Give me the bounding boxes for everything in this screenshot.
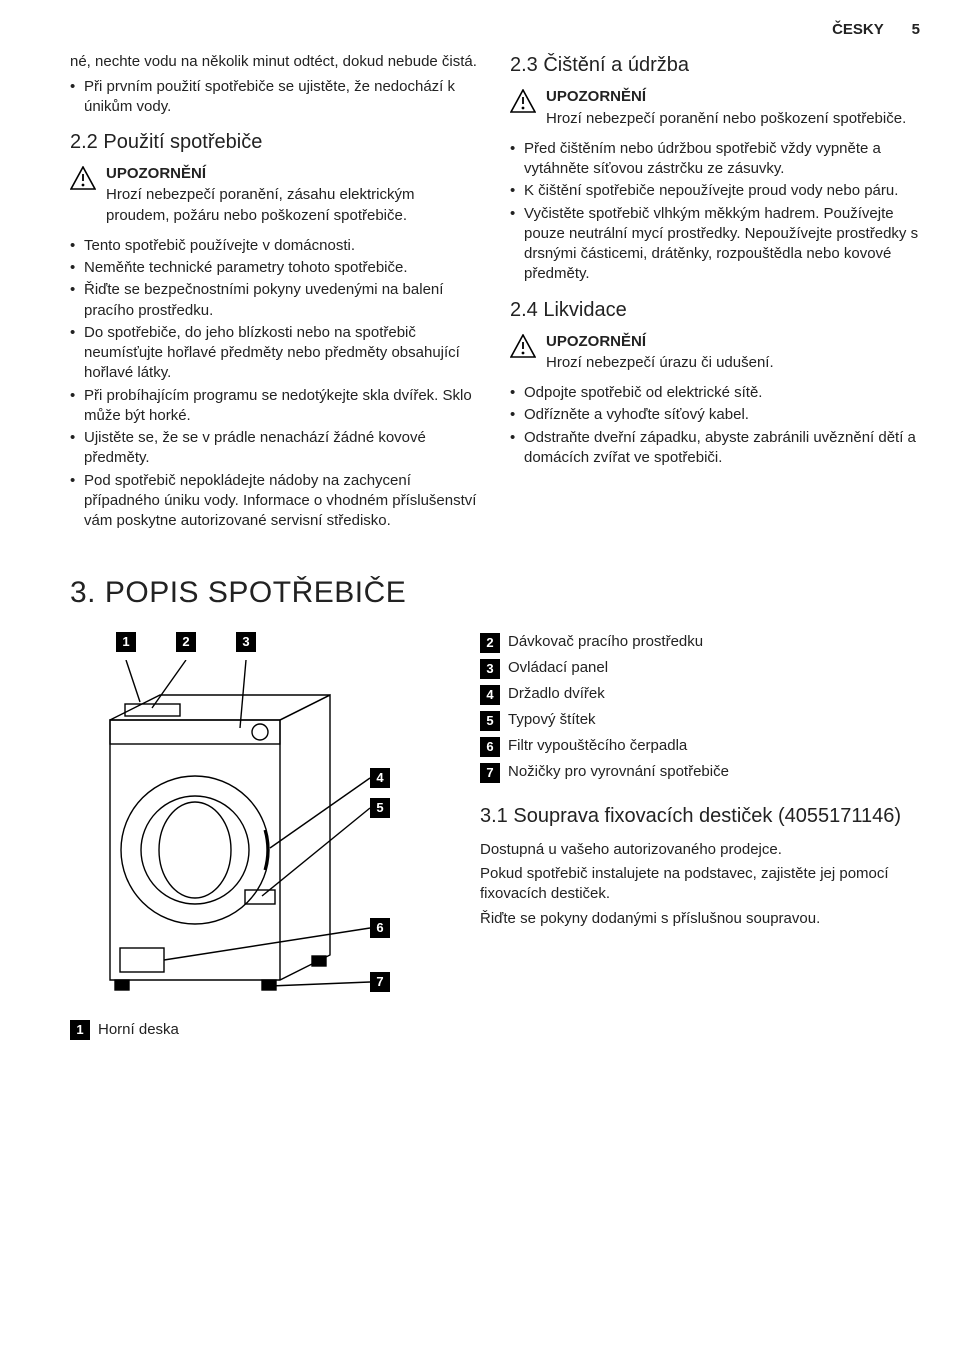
section-2-2-title: 2.2 Použití spotřebiče xyxy=(70,129,480,156)
list-item: K čištění spotřebiče nepoužívejte proud … xyxy=(510,181,920,201)
callout-badge: 7 xyxy=(480,763,500,783)
page-header: ČESKY 5 xyxy=(70,20,920,40)
warning-icon xyxy=(510,334,536,364)
list-item: Neměňte technické parametry tohoto spotř… xyxy=(70,258,480,278)
right-column: 2.3 Čištění a údržba UPOZORNĚNÍ Hrozí ne… xyxy=(510,52,920,539)
list-item: Vyčistěte spotřebič vlhkým měkkým hadrem… xyxy=(510,204,920,285)
warning-text: Hrozí nebezpečí úrazu či udušení. xyxy=(546,353,774,373)
callout-badge: 5 xyxy=(480,711,500,731)
warning-block: UPOZORNĚNÍ Hrozí nebezpečí poranění, zás… xyxy=(70,164,480,226)
s31-p3: Řiďte se pokyny dodanými s příslušnou so… xyxy=(480,909,920,929)
list-item: Řiďte se bezpečnostními pokyny uvedenými… xyxy=(70,280,480,321)
callout-badge-6: 6 xyxy=(370,918,390,938)
s31-p2: Pokud spotřebič instalujete na podstavec… xyxy=(480,864,920,905)
intro-continued: né, nechte vodu na několik minut odtéct,… xyxy=(70,52,480,72)
legend-item: 6 Filtr vypouštěcího čerpadla xyxy=(480,736,920,757)
s23-bullets: Před čištěním nebo údržbou spotřebič vžd… xyxy=(510,139,920,285)
appliance-diagram: 4 5 6 7 1 Horní deska xyxy=(70,660,430,1060)
callout-badge-5: 5 xyxy=(370,798,390,818)
diagram-column: 1 2 3 xyxy=(70,632,450,1060)
legend-text: Horní deska xyxy=(98,1020,179,1040)
list-item: Před čištěním nebo údržbou spotřebič vžd… xyxy=(510,139,920,180)
legend-text: Typový štítek xyxy=(508,710,596,730)
callout-badge-1: 1 xyxy=(116,632,136,652)
warning-icon xyxy=(510,89,536,119)
warning-label: UPOZORNĚNÍ xyxy=(546,87,906,107)
list-item: Při prvním použití spotřebiče se ujistět… xyxy=(70,77,480,118)
list-item: Tento spotřebič používejte v domácnosti. xyxy=(70,236,480,256)
list-item: Do spotřebiče, do jeho blízkosti nebo na… xyxy=(70,323,480,384)
warning-text-wrap: UPOZORNĚNÍ Hrozí nebezpečí úrazu či uduš… xyxy=(546,332,774,374)
safety-columns: né, nechte vodu na několik minut odtéct,… xyxy=(70,52,920,539)
s22-bullets: Tento spotřebič používejte v domácnosti.… xyxy=(70,236,480,532)
legend-column: 2 Dávkovač pracího prostředku 3 Ovládací… xyxy=(480,632,920,1060)
page-number: 5 xyxy=(912,21,920,38)
warning-text-wrap: UPOZORNĚNÍ Hrozí nebezpečí poranění, zás… xyxy=(106,164,480,226)
section-3-title: 3. POPIS SPOTŘEBIČE xyxy=(70,573,920,614)
legend-item: 5 Typový štítek xyxy=(480,710,920,731)
legend-item-1: 1 Horní deska xyxy=(70,1020,179,1040)
legend-item: 4 Držadlo dvířek xyxy=(480,684,920,705)
legend-text: Filtr vypouštěcího čerpadla xyxy=(508,736,687,756)
list-item: Při probíhajícím programu se nedotýkejte… xyxy=(70,386,480,427)
intro-bullets: Při prvním použití spotřebiče se ujistět… xyxy=(70,77,480,118)
legend-item: 3 Ovládací panel xyxy=(480,658,920,679)
callout-badge-3: 3 xyxy=(236,632,256,652)
legend-item: 7 Nožičky pro vyrovnání spotřebiče xyxy=(480,762,920,783)
legend-item: 2 Dávkovač pracího prostředku xyxy=(480,632,920,653)
warning-text-wrap: UPOZORNĚNÍ Hrozí nebezpečí poranění nebo… xyxy=(546,87,906,129)
legend-text: Nožičky pro vyrovnání spotřebiče xyxy=(508,762,729,782)
section-2-3-title: 2.3 Čištění a údržba xyxy=(510,52,920,79)
legend-text: Dávkovač pracího prostředku xyxy=(508,632,703,652)
warning-block: UPOZORNĚNÍ Hrozí nebezpečí úrazu či uduš… xyxy=(510,332,920,374)
warning-icon xyxy=(70,166,96,196)
warning-label: UPOZORNĚNÍ xyxy=(546,332,774,352)
callout-badge: 1 xyxy=(70,1020,90,1040)
list-item: Ujistěte se, že se v prádle nenachází žá… xyxy=(70,428,480,469)
s24-bullets: Odpojte spotřebič od elektrické sítě. Od… xyxy=(510,383,920,468)
list-item: Pod spotřebič nepokládejte nádoby na zac… xyxy=(70,471,480,532)
warning-text: Hrozí nebezpečí poranění nebo poškození … xyxy=(546,109,906,129)
callout-badge: 4 xyxy=(480,685,500,705)
callout-badge: 2 xyxy=(480,633,500,653)
callout-badge-4: 4 xyxy=(370,768,390,788)
diagram-top-labels: 1 2 3 xyxy=(116,632,450,652)
section-2-4-title: 2.4 Likvidace xyxy=(510,297,920,324)
legend-text: Držadlo dvířek xyxy=(508,684,605,704)
left-column: né, nechte vodu na několik minut odtéct,… xyxy=(70,52,480,539)
s31-p1: Dostupná u vašeho autorizovaného prodejc… xyxy=(480,840,920,860)
warning-block: UPOZORNĚNÍ Hrozí nebezpečí poranění nebo… xyxy=(510,87,920,129)
callout-badge: 3 xyxy=(480,659,500,679)
list-item: Odpojte spotřebič od elektrické sítě. xyxy=(510,383,920,403)
list-item: Odstraňte dveřní západku, abyste zabráni… xyxy=(510,428,920,469)
warning-text: Hrozí nebezpečí poranění, zásahu elektri… xyxy=(106,185,480,226)
section-3-1-title: 3.1 Souprava fixovacích destiček (405517… xyxy=(480,803,920,830)
legend-text: Ovládací panel xyxy=(508,658,608,678)
list-item: Odřízněte a vyhoďte síťový kabel. xyxy=(510,405,920,425)
callout-badge: 6 xyxy=(480,737,500,757)
lang-label: ČESKY xyxy=(832,21,883,38)
callout-badge-2: 2 xyxy=(176,632,196,652)
description-layout: 1 2 3 xyxy=(70,632,920,1060)
warning-label: UPOZORNĚNÍ xyxy=(106,164,480,184)
callout-badge-7: 7 xyxy=(370,972,390,992)
